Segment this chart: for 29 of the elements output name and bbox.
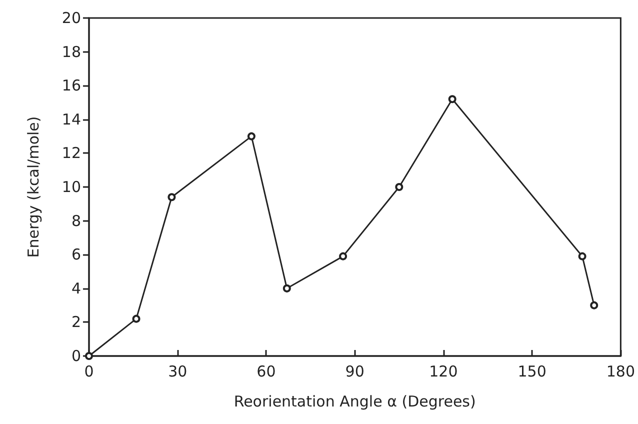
x-tick-label: 0 [84,362,94,380]
x-tick-label: 90 [345,362,364,380]
y-tick-label: 6 [71,246,81,264]
y-tick-label: 10 [62,178,81,196]
x-tick-label: 180 [606,362,636,380]
y-tick-label: 14 [62,110,81,128]
point [282,284,291,292]
y-tick-label: 12 [62,144,81,162]
point [247,132,256,140]
point [168,193,176,202]
x-tick-label: 120 [429,362,458,380]
y-tick-label: 20 [62,9,81,27]
y-tick-label: 18 [62,42,81,61]
y-tick-label: 0 [71,347,81,365]
point [395,183,404,191]
x-tick-label: 60 [256,362,276,380]
y-tick-label: 16 [62,76,81,95]
y-tick-label: 4 [71,279,81,298]
x-tick-label: 150 [518,362,546,380]
x-axis-title: Reorientation Angle α (Degrees) [234,392,476,410]
point [448,95,456,104]
point [590,301,598,310]
y-tick-label: 8 [71,212,81,230]
x-tick-label: 30 [168,362,188,380]
y-tick-label: 2 [71,313,81,332]
point [132,314,140,323]
y-axis-title: Energy (kcal/mole) [24,116,42,258]
point [578,252,586,260]
point [339,252,348,260]
